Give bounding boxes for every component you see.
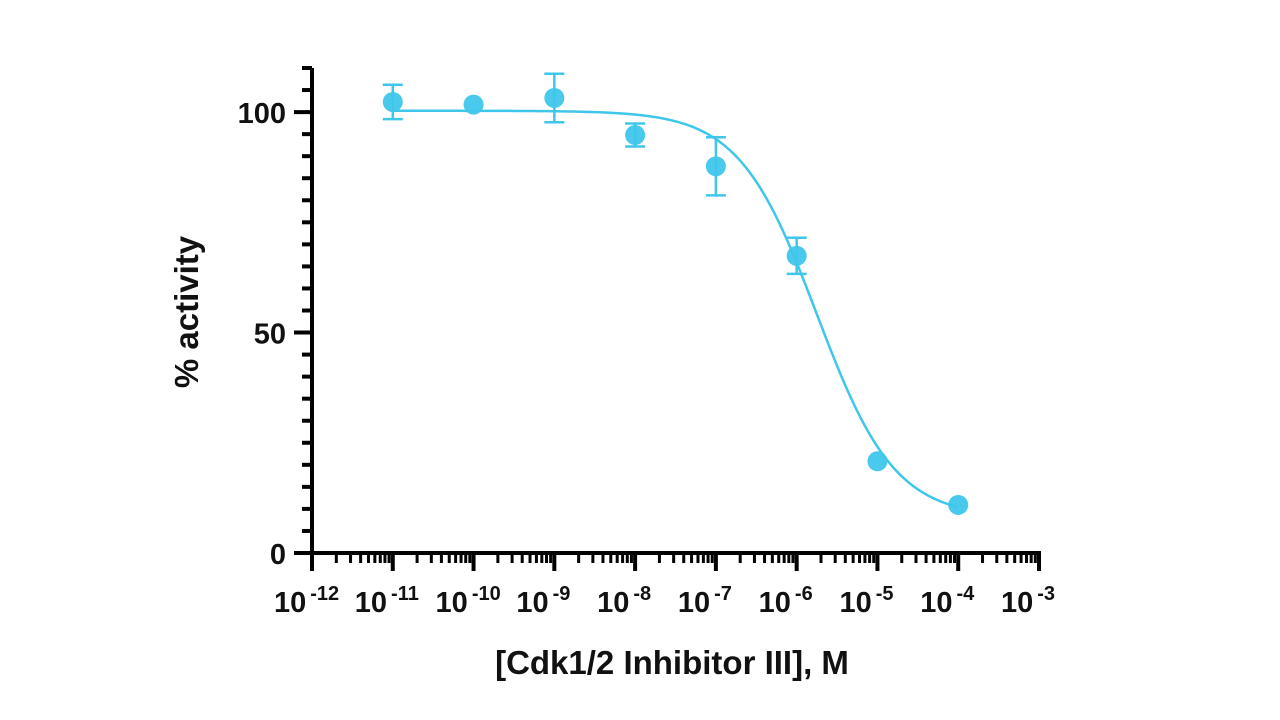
x-tick-label: 10 -6 [759, 583, 813, 619]
data-point [463, 94, 484, 115]
fit-curve-line [392, 109, 959, 509]
y-tick-label: 0 [270, 539, 286, 571]
x-axis-title: [Cdk1/2 Inhibitor III], M [495, 644, 849, 681]
x-tick-label: 10 -9 [516, 583, 570, 619]
x-tick-label: 10 -10 [436, 583, 501, 619]
x-tick-label: 10 -4 [920, 583, 975, 619]
fit-curve [392, 109, 959, 509]
tick-labels: 0 50 100 10 -12 10 -11 10 -10 10 -9 10 -8 10 -7 10 -6 10-… [238, 98, 1055, 619]
x-tick-label: 10 -3 [1001, 583, 1055, 619]
data-points [382, 72, 969, 515]
y-axis-title: % activity [168, 235, 205, 388]
y-tick-label: 100 [238, 98, 286, 130]
data-point [867, 451, 888, 472]
data-point [948, 494, 969, 515]
data-point [625, 125, 646, 146]
y-tick-label: 50 [254, 319, 286, 351]
data-point [705, 156, 726, 177]
x-tick-label: 10 -8 [597, 583, 651, 619]
x-tick-label: 10 -7 [678, 583, 732, 619]
axes [294, 66, 1041, 571]
x-tick-label: 10 -11 [355, 583, 419, 619]
data-point [786, 245, 807, 266]
x-tick-label: 10 -5 [839, 583, 893, 619]
data-point [544, 87, 565, 108]
data-point [382, 91, 403, 112]
x-tick-label: 10 -12 [274, 583, 339, 619]
